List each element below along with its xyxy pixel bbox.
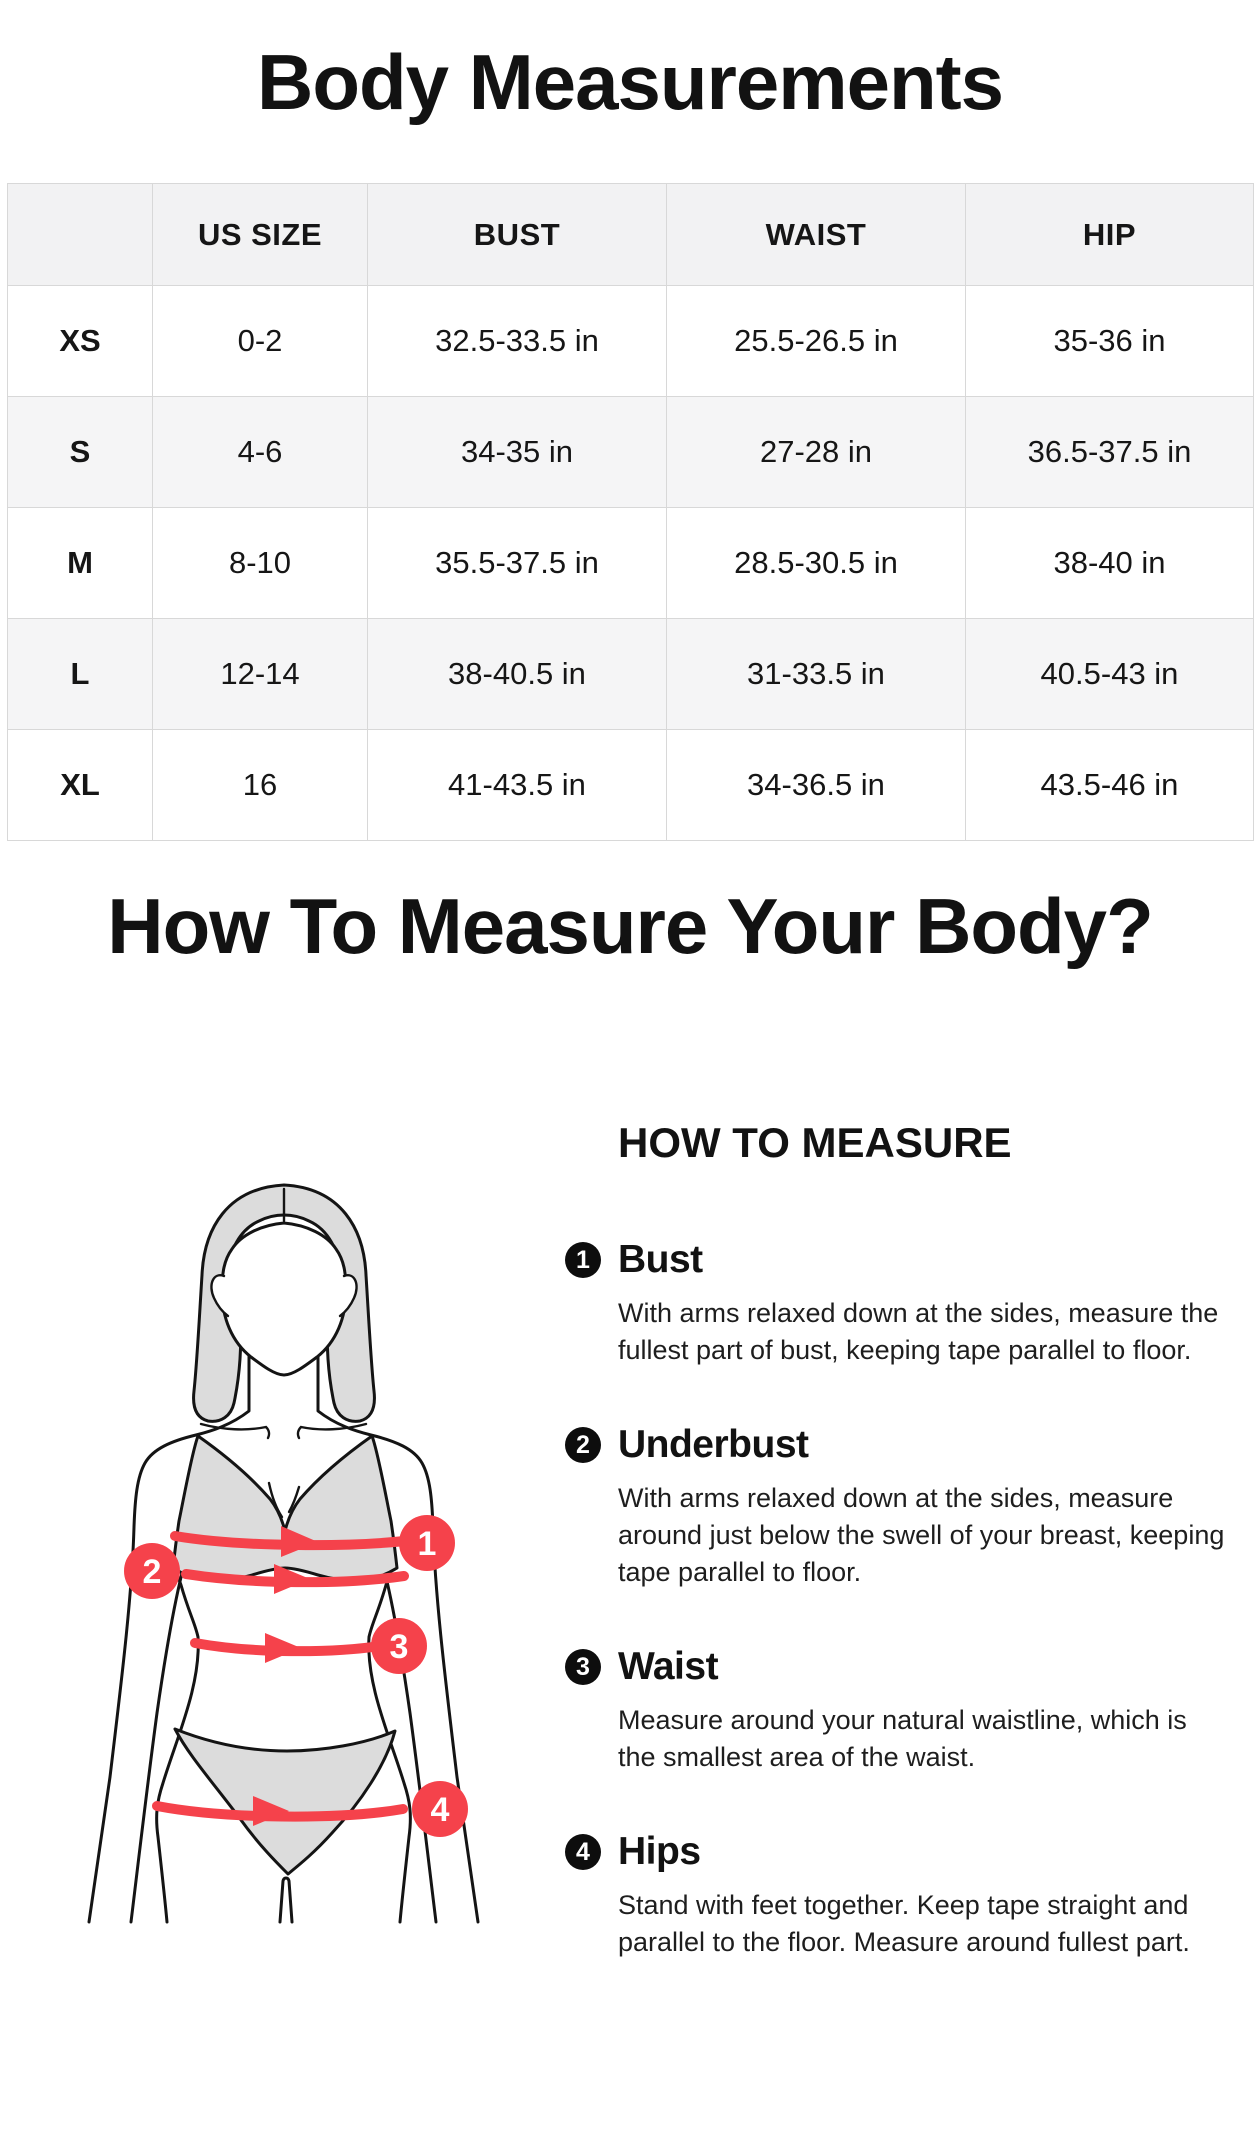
waist-cell: 25.5-26.5 in	[666, 285, 966, 397]
figure-badge-waist: 3	[371, 1618, 427, 1674]
svg-text:1: 1	[418, 1525, 437, 1563]
size-label: XS	[7, 285, 153, 397]
hip-cell: 43.5-46 in	[965, 729, 1254, 841]
step-number-icon: 1	[565, 1242, 601, 1278]
arrow-icon-waist	[265, 1633, 301, 1663]
measure-line-hip	[152, 1801, 408, 1822]
step-description: Measure around your natural waistline, w…	[618, 1705, 1187, 1772]
step-title: Bust	[618, 1238, 703, 1281]
cleavage-line-left	[267, 1481, 284, 1519]
bust-cell: 41-43.5 in	[367, 729, 667, 841]
header-hip: HIP	[965, 183, 1254, 286]
table-row-l: L 12-14 38-40.5 in 31-33.5 in 40.5-43 in	[7, 618, 1254, 730]
waist-cell: 31-33.5 in	[666, 618, 966, 730]
step-title: Underbust	[618, 1423, 809, 1466]
right-collarbone-line	[296, 1422, 368, 1440]
step-waist: 3 Waist Measure around your natural wais…	[565, 1645, 1213, 1776]
hip-cell: 40.5-43 in	[965, 618, 1254, 730]
table-header-row: US SIZE BUST WAIST HIP	[7, 183, 1254, 286]
svg-text:2: 2	[143, 1553, 162, 1591]
section-title-how-to-measure: How To Measure Your Body?	[107, 882, 1153, 970]
header-us-size: US SIZE	[152, 183, 368, 286]
body-measurements-table: US SIZE BUST WAIST HIP XS 0-2 32.5-33.5 …	[7, 183, 1254, 841]
size-label: S	[7, 396, 153, 508]
step-underbust: 2 Underbust With arms relaxed down at th…	[565, 1423, 1224, 1591]
hip-cell: 38-40 in	[965, 507, 1254, 619]
step-number-icon: 4	[565, 1834, 601, 1870]
waist-cell: 27-28 in	[666, 396, 966, 508]
how-to-measure-heading: HOW TO MEASURE	[618, 1119, 1012, 1166]
figure-badge-underbust: 2	[124, 1543, 180, 1599]
bust-cell: 35.5-37.5 in	[367, 507, 667, 619]
arrow-icon-hip	[253, 1796, 289, 1826]
table-row-s: S 4-6 34-35 in 27-28 in 36.5-37.5 in	[7, 396, 1254, 508]
us-size-cell: 12-14	[152, 618, 368, 730]
table-row-xl: XL 16 41-43.5 in 34-36.5 in 43.5-46 in	[7, 729, 1254, 841]
inner-thighs-outline	[278, 1876, 294, 1924]
table-row-m: M 8-10 35.5-37.5 in 28.5-30.5 in 38-40 i…	[7, 507, 1254, 619]
step-number-icon: 2	[565, 1427, 601, 1463]
left-collarbone-line	[199, 1422, 271, 1440]
svg-text:3: 3	[390, 1628, 409, 1666]
cleavage-line-right	[287, 1485, 301, 1514]
right-ear-icon	[338, 1274, 358, 1318]
step-title: Waist	[618, 1645, 719, 1688]
us-size-cell: 4-6	[152, 396, 368, 508]
hip-cell: 35-36 in	[965, 285, 1254, 397]
step-description: With arms relaxed down at the sides, mea…	[618, 1483, 1225, 1587]
header-empty	[7, 183, 153, 286]
measurement-figure: 1 2 3 4	[55, 1165, 495, 1925]
arrow-icon-bust	[281, 1526, 318, 1557]
bust-cell: 32.5-33.5 in	[367, 285, 667, 397]
body-figure-illustration: 1 2 3 4	[87, 1183, 480, 1924]
waist-cell: 34-36.5 in	[666, 729, 966, 841]
header-bust: BUST	[367, 183, 667, 286]
left-ear-icon	[210, 1274, 230, 1318]
arrow-icon-underbust	[274, 1564, 310, 1594]
table-row-xs: XS 0-2 32.5-33.5 in 25.5-26.5 in 35-36 i…	[7, 285, 1254, 397]
measure-steps-list: 1 Bust With arms relaxed down at the sid…	[565, 1238, 1224, 1961]
step-description: Stand with feet together. Keep tape stra…	[618, 1890, 1190, 1957]
bust-cell: 34-35 in	[367, 396, 667, 508]
svg-text:4: 4	[431, 1791, 450, 1829]
header-waist: WAIST	[666, 183, 966, 286]
page-title: Body Measurements	[257, 38, 1004, 126]
face	[220, 1221, 348, 1377]
waist-cell: 28.5-30.5 in	[666, 507, 966, 619]
us-size-cell: 0-2	[152, 285, 368, 397]
step-description: With arms relaxed down at the sides, mea…	[618, 1298, 1219, 1365]
bust-cell: 38-40.5 in	[367, 618, 667, 730]
step-bust: 1 Bust With arms relaxed down at the sid…	[565, 1238, 1218, 1369]
figure-badge-hips: 4	[412, 1781, 468, 1837]
step-title: Hips	[618, 1830, 701, 1873]
size-label: L	[7, 618, 153, 730]
us-size-cell: 16	[152, 729, 368, 841]
us-size-cell: 8-10	[152, 507, 368, 619]
size-label: XL	[7, 729, 153, 841]
hip-cell: 36.5-37.5 in	[965, 396, 1254, 508]
step-number-icon: 3	[565, 1649, 601, 1685]
step-hips: 4 Hips Stand with feet together. Keep ta…	[565, 1830, 1213, 1961]
figure-badge-bust: 1	[399, 1515, 455, 1571]
left-arm-outline	[87, 1323, 251, 1924]
size-label: M	[7, 507, 153, 619]
